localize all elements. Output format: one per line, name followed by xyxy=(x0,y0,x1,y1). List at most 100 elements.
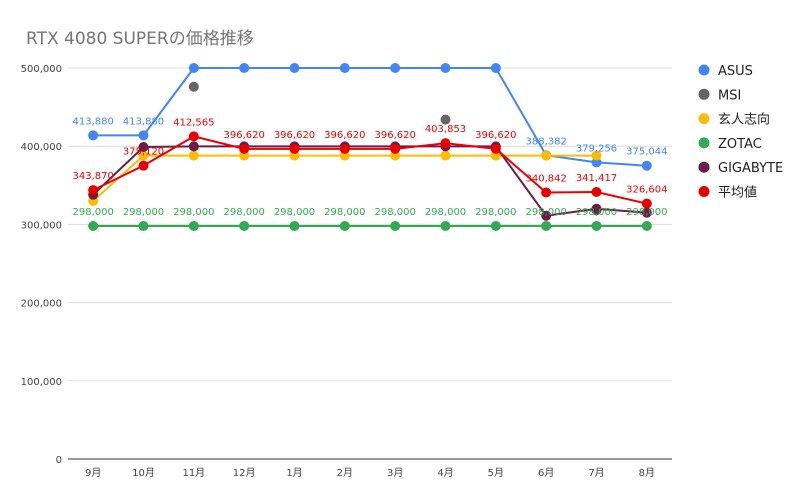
x-tick-label: 4月 xyxy=(437,467,453,479)
data-label: 343,870 xyxy=(72,171,113,182)
x-tick-label: 11月 xyxy=(182,467,205,479)
data-label: 375,120 xyxy=(123,147,164,158)
data-point xyxy=(440,114,451,125)
data-point xyxy=(440,63,451,73)
y-tick-label: 300,000 xyxy=(21,220,62,231)
data-label: 413,880 xyxy=(123,116,164,127)
data-label: 298,000 xyxy=(173,207,214,218)
legend-label: ASUS xyxy=(718,64,753,79)
data-label: 396,620 xyxy=(374,130,415,141)
legend-marker xyxy=(698,113,710,125)
data-point xyxy=(641,207,652,218)
data-point xyxy=(188,141,199,152)
data-point xyxy=(591,150,602,161)
data-point xyxy=(188,81,199,92)
y-tick-label: 200,000 xyxy=(21,299,62,310)
x-tick-label: 6月 xyxy=(538,467,554,479)
data-point xyxy=(138,130,149,141)
x-tick-label: 7月 xyxy=(588,467,604,479)
legend-label: 玄人志向 xyxy=(718,112,770,128)
legend-marker xyxy=(698,64,710,76)
data-point xyxy=(541,187,552,198)
data-point xyxy=(591,220,602,231)
x-tick-label: 9月 xyxy=(85,467,101,479)
data-point xyxy=(88,130,99,141)
data-label: 396,620 xyxy=(274,130,315,141)
data-point xyxy=(490,143,501,154)
series-line-segment xyxy=(143,145,194,148)
data-point xyxy=(239,63,250,73)
data-label: 298,000 xyxy=(374,207,415,218)
data-label: 298,000 xyxy=(475,207,516,218)
data-point xyxy=(641,160,652,171)
data-point xyxy=(541,220,552,231)
data-point xyxy=(591,157,602,168)
data-label: 412,565 xyxy=(173,117,214,128)
data-label: 340,842 xyxy=(525,173,566,184)
data-point xyxy=(239,143,250,154)
data-label: 298,000 xyxy=(324,207,365,218)
legend-label: MSI xyxy=(718,88,741,103)
data-point xyxy=(641,220,652,231)
series-line-segment xyxy=(142,67,195,136)
data-point xyxy=(641,198,652,209)
data-point xyxy=(188,150,199,161)
data-label: 396,620 xyxy=(475,130,516,141)
data-point xyxy=(591,203,602,214)
series-平均値 xyxy=(88,131,652,209)
series-ASUS xyxy=(88,63,652,171)
data-point xyxy=(440,150,451,161)
data-point xyxy=(339,63,350,73)
series-line-segment xyxy=(193,135,245,150)
x-tick-label: 2月 xyxy=(337,467,353,479)
data-point xyxy=(289,220,300,231)
data-label: 298,000 xyxy=(626,207,667,218)
x-tick-label: 5月 xyxy=(488,467,504,479)
series-line-segment xyxy=(92,164,144,191)
series-line-segment xyxy=(546,207,597,217)
data-label: 403,853 xyxy=(425,124,466,135)
x-tick-label: 3月 xyxy=(387,467,403,479)
data-label: 298,000 xyxy=(223,207,264,218)
legend-marker xyxy=(698,161,710,173)
x-tick-label: 12月 xyxy=(233,467,256,479)
y-tick-label: 500,000 xyxy=(21,64,62,75)
data-point xyxy=(440,138,451,149)
data-point xyxy=(339,220,350,231)
chart-title: RTX 4080 SUPERの価格推移 xyxy=(26,29,254,49)
data-point xyxy=(138,141,149,152)
legend-marker xyxy=(698,186,710,197)
data-point xyxy=(339,143,350,154)
data-point xyxy=(188,131,199,142)
legend-label: GIGABYTE xyxy=(718,161,783,176)
data-label: 298,000 xyxy=(525,207,566,218)
data-point xyxy=(440,220,451,231)
legend-label: ZOTAC xyxy=(718,137,762,152)
series-line-segment xyxy=(445,142,496,150)
series-ZOTAC xyxy=(88,220,652,231)
data-label: 298,000 xyxy=(274,207,315,218)
data-point xyxy=(138,220,149,231)
data-point xyxy=(138,150,149,161)
data-point xyxy=(490,63,501,73)
data-point xyxy=(390,220,401,231)
data-label: 388,382 xyxy=(525,136,566,147)
x-tick-label: 8月 xyxy=(639,467,655,479)
data-point xyxy=(390,63,401,73)
data-point xyxy=(541,210,552,221)
data-point xyxy=(138,160,149,171)
legend-marker xyxy=(698,88,710,100)
series-line-segment xyxy=(495,145,547,217)
series-line-segment xyxy=(596,207,647,214)
data-point xyxy=(289,63,300,73)
x-tick-label: 10月 xyxy=(132,467,155,479)
data-label: 326,604 xyxy=(626,185,667,196)
data-label: 298,000 xyxy=(72,207,113,218)
y-tick-label: 0 xyxy=(56,455,62,466)
series-玄人志向 xyxy=(88,150,602,206)
data-label: 375,044 xyxy=(626,147,667,158)
y-tick-label: 400,000 xyxy=(21,142,62,153)
data-point xyxy=(88,185,99,196)
series-line-segment xyxy=(596,191,648,205)
data-label: 298,000 xyxy=(123,207,164,218)
